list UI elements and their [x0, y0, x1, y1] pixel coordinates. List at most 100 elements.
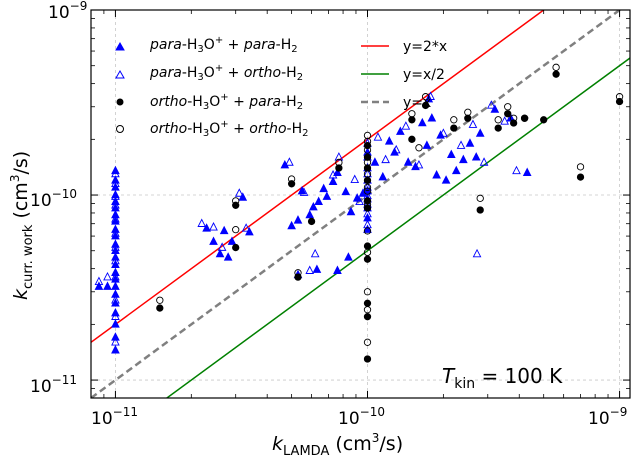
data-point: [103, 281, 112, 290]
data-point: [297, 185, 307, 195]
data-point: [415, 144, 423, 152]
data-point: [333, 167, 342, 176]
data-point: [209, 222, 218, 231]
data-point: [408, 135, 416, 143]
data-point: [355, 196, 364, 205]
data-point: [522, 167, 532, 176]
data-point: [576, 173, 585, 181]
y-axis-label: kcurr. work (cm3/s): [8, 151, 36, 300]
data-point: [363, 176, 372, 185]
data-point: [241, 223, 251, 232]
data-point: [427, 113, 437, 122]
y-tick-label-middle: 10−10: [30, 187, 77, 211]
data-point: [472, 248, 482, 258]
data-point: [232, 226, 240, 234]
data-point: [464, 114, 472, 122]
data-point: [363, 208, 372, 218]
data-point: [363, 306, 372, 314]
data-point: [384, 136, 394, 145]
data-point: [287, 220, 296, 230]
data-point: [363, 288, 372, 296]
data-point: [487, 100, 496, 109]
data-point: [363, 227, 372, 235]
data-point: [215, 248, 225, 258]
data-point: [446, 149, 456, 159]
x-tick-label-middle: 10−10: [338, 405, 385, 429]
legend-label-half: y=x/2: [403, 67, 445, 83]
data-point: [328, 170, 338, 179]
data-point: [103, 271, 112, 281]
plot-frame: [90, 9, 631, 399]
data-point: [456, 140, 466, 149]
data-point: [391, 144, 401, 154]
data-point: [615, 93, 624, 101]
data-point: [238, 192, 248, 201]
data-point: [450, 116, 458, 124]
data-point: [111, 298, 120, 307]
data-points: [94, 63, 624, 363]
data-point: [111, 168, 120, 178]
data-point: [450, 124, 458, 132]
data-point: [509, 114, 518, 122]
data-point: [378, 171, 388, 181]
data-point: [309, 201, 318, 211]
data-point: [363, 299, 372, 307]
data-point: [401, 121, 411, 130]
legend-marker-ortho-ortho: [116, 125, 124, 133]
data-point: [217, 242, 227, 251]
data-point: [219, 225, 229, 235]
data-point: [490, 104, 500, 113]
data-point: [408, 110, 416, 118]
data-point: [314, 196, 323, 205]
data-point: [111, 228, 120, 237]
legend-label-para-para: para-H3O+ + para-H2: [149, 35, 298, 55]
data-point: [202, 223, 211, 232]
data-point: [540, 116, 548, 124]
data-point: [476, 206, 484, 214]
data-point: [408, 116, 416, 124]
data-point: [504, 110, 512, 118]
data-point: [432, 170, 441, 179]
data-point: [350, 174, 360, 183]
data-point: [310, 248, 320, 258]
data-point: [156, 296, 164, 304]
data-point: [421, 101, 430, 110]
data-point: [458, 154, 468, 164]
data-point: [373, 132, 383, 141]
data-point: [471, 152, 481, 161]
data-point: [363, 137, 372, 146]
data-point: [363, 313, 372, 321]
data-point: [363, 204, 372, 212]
data-point: [94, 276, 104, 285]
data-point: [209, 236, 218, 245]
data-point: [504, 103, 512, 111]
data-point: [111, 216, 120, 225]
data-point: [403, 157, 413, 166]
data-point: [312, 264, 322, 273]
data-point: [468, 119, 478, 128]
data-point: [422, 140, 432, 149]
data-point: [111, 295, 120, 304]
data-point: [156, 304, 164, 312]
data-point: [464, 108, 472, 116]
data-point: [232, 197, 240, 205]
data-point: [451, 165, 461, 175]
data-point: [223, 252, 233, 261]
data-point: [512, 165, 521, 175]
data-point: [414, 159, 424, 169]
data-point: [232, 243, 240, 252]
data-point: [363, 153, 372, 161]
data-point: [381, 154, 390, 164]
legend-marker-ortho-para: [116, 98, 124, 106]
temperature-annotation: Tkin = 100 K: [442, 364, 563, 392]
y-tick-label-bottom: 10−11: [30, 373, 77, 397]
data-point: [346, 206, 356, 216]
y-tick-label-top: 10−9: [48, 0, 87, 23]
data-point: [363, 187, 372, 195]
data-point: [363, 338, 372, 346]
data-point: [305, 209, 315, 219]
legend-label-ortho-ortho: ortho-H3O+ + ortho-H2: [150, 119, 309, 139]
data-point: [111, 289, 120, 298]
data-point: [479, 157, 489, 166]
